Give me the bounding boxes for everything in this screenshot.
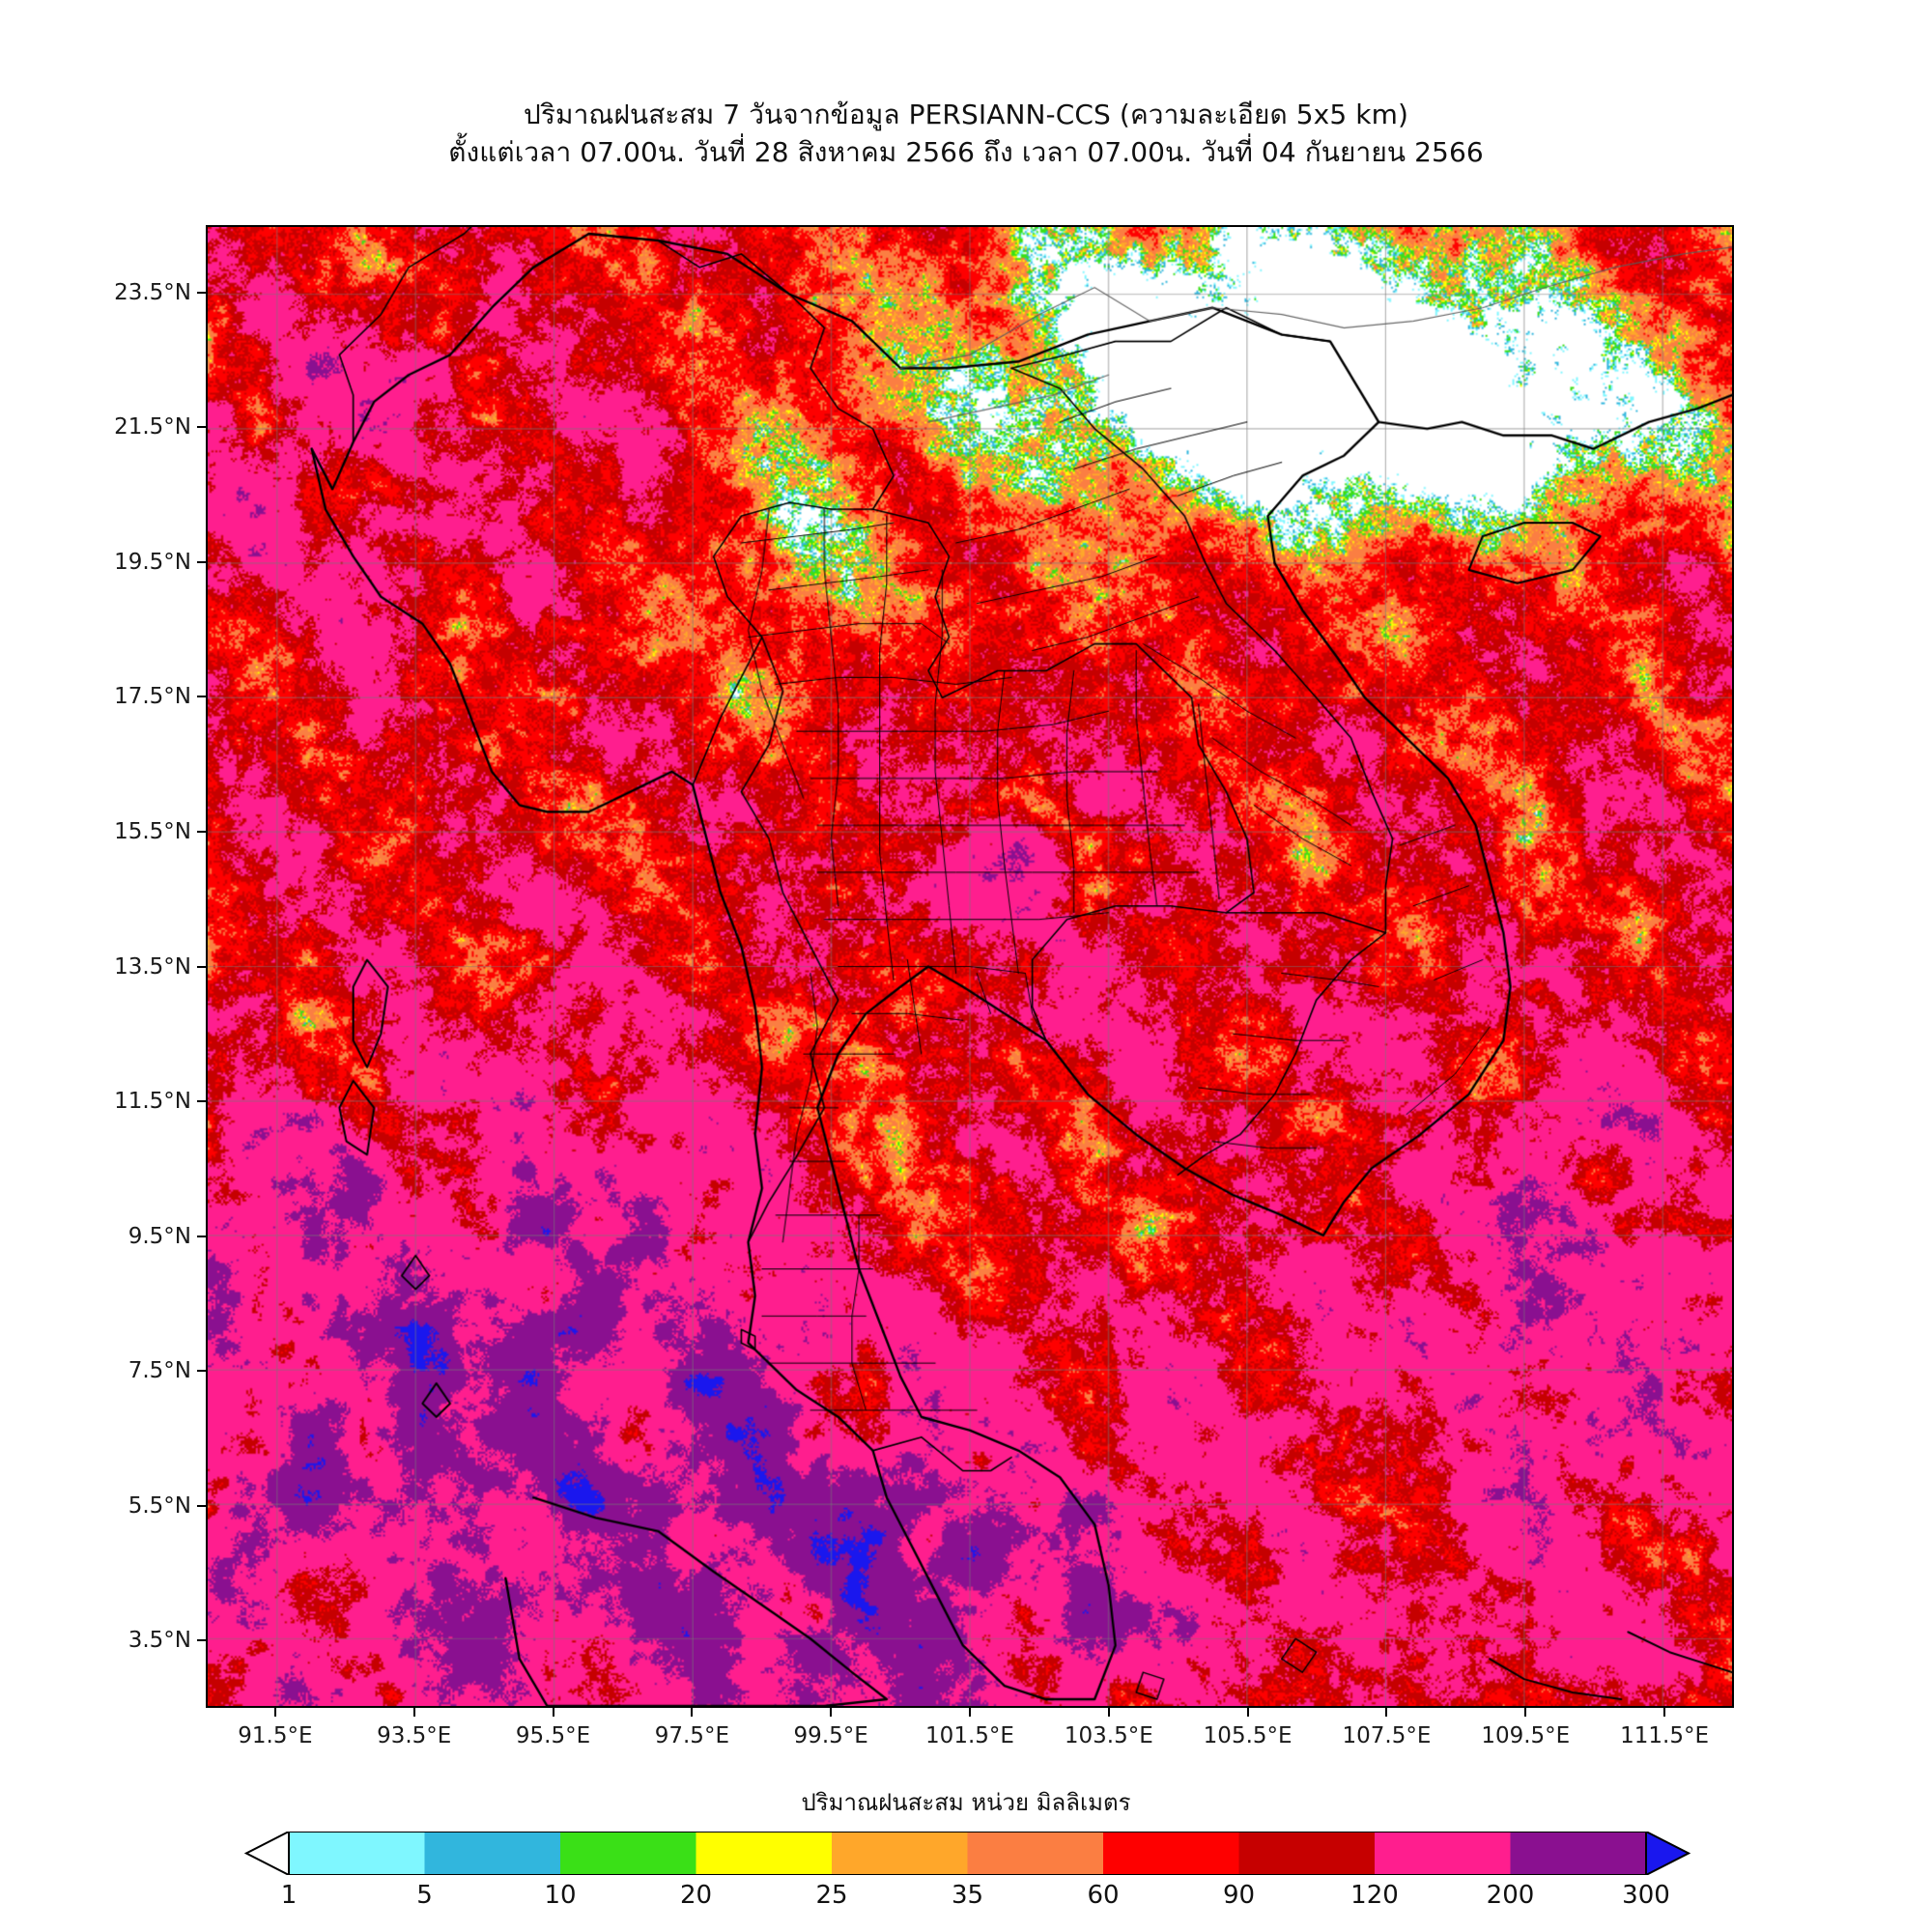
y-axis-tick-mark: [197, 1639, 206, 1642]
colorbar-bin: [1238, 1832, 1376, 1875]
y-axis-tick-mark: [197, 696, 206, 698]
x-axis-tick-label: 99.5°E: [793, 1723, 868, 1748]
x-axis-tick-label: 91.5°E: [238, 1723, 313, 1748]
y-axis-tick-mark: [197, 1100, 206, 1103]
y-axis-tick-mark: [197, 830, 206, 833]
colorbar-bin: [1375, 1832, 1512, 1875]
x-axis-tick-label: 93.5°E: [377, 1723, 452, 1748]
y-axis-tick-label: 23.5°N: [114, 279, 191, 305]
colorbar-tick-label: 60: [1087, 1881, 1120, 1910]
x-axis-tick-mark: [552, 1708, 554, 1717]
y-axis-tick-mark: [197, 1370, 206, 1373]
y-axis-tick-label: 17.5°N: [114, 684, 191, 710]
y-axis-tick-label: 7.5°N: [128, 1358, 191, 1384]
colorbar-bin: [832, 1832, 969, 1875]
x-axis-tick-mark: [1385, 1708, 1388, 1717]
x-axis-tick-label: 107.5°E: [1342, 1723, 1432, 1748]
x-axis-tick-label: 101.5°E: [925, 1723, 1014, 1748]
colorbar-bin: [289, 1832, 426, 1875]
x-axis-tick-mark: [1246, 1708, 1249, 1717]
colorbar-tick-label: 90: [1222, 1881, 1256, 1910]
y-axis-tick-label: 5.5°N: [128, 1492, 191, 1519]
colorbar-tick-label: 200: [1486, 1881, 1535, 1910]
y-axis-tick-label: 15.5°N: [114, 818, 191, 844]
colorbar-bin: [696, 1832, 833, 1875]
colorbar-gradient: [244, 1832, 1690, 1875]
colorbar-tick-label: 300: [1622, 1881, 1670, 1910]
x-axis-tick-label: 105.5°E: [1203, 1723, 1293, 1748]
colorbar-under-arrow: [244, 1832, 290, 1875]
y-axis-tick-mark: [197, 965, 206, 968]
colorbar-tick-label: 35: [951, 1881, 984, 1910]
x-axis-tick-mark: [830, 1708, 833, 1717]
y-axis-tick-mark: [197, 560, 206, 563]
x-axis-tick-label: 95.5°E: [515, 1723, 591, 1748]
colorbar-tick-label: 10: [544, 1881, 577, 1910]
figure-title: ปริมาณฝนสะสม 7 วันจากข้อมูล PERSIANN-CCS…: [0, 97, 1932, 171]
colorbar-bin: [967, 1832, 1104, 1875]
y-axis-tick-label: 9.5°N: [128, 1223, 191, 1249]
title-line-2: ตั้งแต่เวลา 07.00น. วันที่ 28 สิงหาคม 25…: [448, 135, 1484, 168]
colorbar-tick-label: 1: [280, 1881, 298, 1910]
x-axis-tick-label: 103.5°E: [1064, 1723, 1153, 1748]
colorbar-over-arrow: [1645, 1832, 1690, 1875]
colorbar-bin: [1103, 1832, 1240, 1875]
colorbar-tick-label: 5: [416, 1881, 433, 1910]
x-axis-tick-label: 111.5°E: [1620, 1723, 1710, 1748]
y-axis-tick-label: 13.5°N: [114, 953, 191, 980]
colorbar-tick-label: 120: [1350, 1881, 1399, 1910]
y-axis-tick-label: 11.5°N: [114, 1089, 191, 1115]
x-axis-tick-mark: [1107, 1708, 1110, 1717]
y-axis-tick-label: 21.5°N: [114, 414, 191, 440]
colorbar: [244, 1832, 1690, 1875]
x-axis-tick-mark: [969, 1708, 971, 1717]
y-axis-tick-label: 3.5°N: [128, 1628, 191, 1654]
x-axis-tick-mark: [1524, 1708, 1527, 1717]
y-axis-tick-mark: [197, 1235, 206, 1237]
colorbar-bin: [560, 1832, 697, 1875]
y-axis-tick-mark: [197, 426, 206, 429]
colorbar-bin: [424, 1832, 561, 1875]
x-axis-tick-mark: [691, 1708, 694, 1717]
x-axis-tick-label: 97.5°E: [654, 1723, 729, 1748]
colorbar-tick-label: 20: [679, 1881, 713, 1910]
colorbar-tick-label: 25: [815, 1881, 848, 1910]
y-axis-tick-mark: [197, 1504, 206, 1507]
coastline-and-grid-overlay: [208, 227, 1732, 1706]
x-axis-tick-mark: [273, 1708, 276, 1717]
title-line-1: ปริมาณฝนสะสม 7 วันจากข้อมูล PERSIANN-CCS…: [524, 99, 1408, 130]
x-axis-tick-mark: [1663, 1708, 1666, 1717]
x-axis-tick-label: 109.5°E: [1481, 1723, 1571, 1748]
y-axis-tick-label: 19.5°N: [114, 549, 191, 575]
map-plot-area: [206, 225, 1734, 1708]
colorbar-bin: [1510, 1832, 1647, 1875]
x-axis-tick-mark: [412, 1708, 415, 1717]
colorbar-title: ปริมาณฝนสะสม หน่วย มิลลิเมตร: [801, 1789, 1131, 1816]
y-axis-tick-mark: [197, 291, 206, 294]
